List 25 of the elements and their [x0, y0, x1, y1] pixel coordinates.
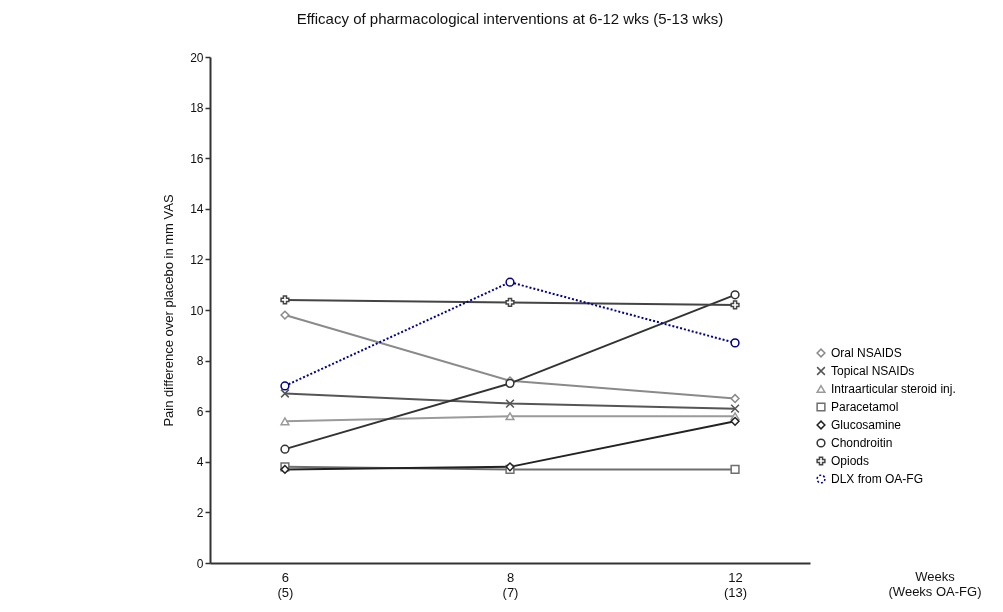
- text: Weeks (Weeks OA-FG): [888, 569, 982, 599]
- legend-label: Intraarticular steroid inj.: [831, 382, 956, 396]
- x-tick-label: 12 (13): [723, 569, 748, 600]
- y-tick-label: 2: [196, 505, 204, 520]
- y-tick-label: 0: [196, 556, 204, 571]
- y-tick-label: 6: [196, 404, 204, 419]
- legend-label: Oral NSAIDS: [831, 346, 902, 360]
- y-tick-label: 10: [190, 303, 204, 318]
- legend-label: Opiods: [831, 454, 870, 468]
- legend-label: Glucosamine: [831, 418, 902, 432]
- legend-label: Topical NSAIDs: [831, 364, 915, 378]
- y-tick-label: 4: [196, 455, 204, 470]
- x-tick-label: 8 (7): [502, 569, 519, 600]
- y-tick-label: 18: [190, 101, 204, 116]
- legend-label: Chondroitin: [831, 436, 893, 450]
- chart-title: Efficacy of pharmacological interventions at 6-12 wks (5-13 wks): [296, 10, 724, 27]
- y-tick-label: 14: [190, 202, 204, 217]
- y-tick-label: 8: [196, 354, 204, 369]
- y-tick-label: 20: [190, 50, 204, 65]
- y-tick-label: 12: [190, 252, 204, 267]
- legend-label: Paracetamol: [831, 400, 899, 414]
- x-tick-label: 6 (5): [277, 569, 294, 600]
- legend-label: DLX from OA-FG: [831, 472, 924, 486]
- y-axis-title: Pain difference over placebo in mm VAS: [161, 194, 177, 427]
- y-tick-label: 16: [190, 151, 204, 166]
